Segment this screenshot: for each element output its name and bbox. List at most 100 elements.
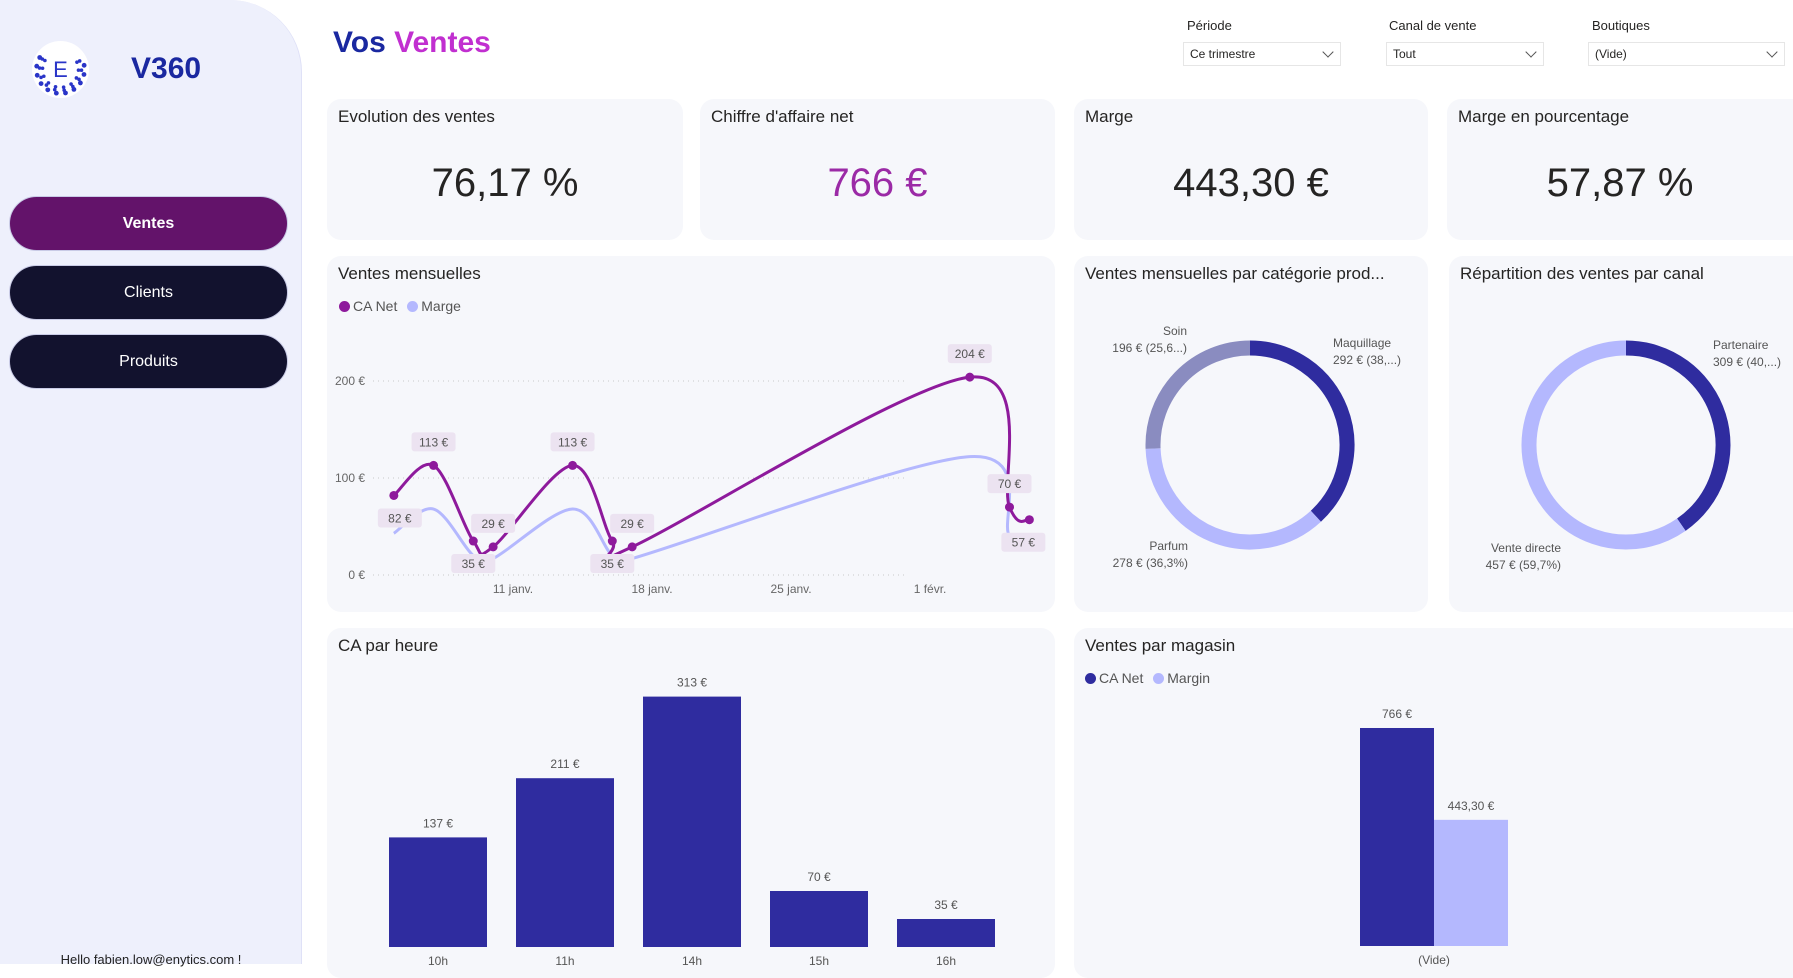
data-label-bg (471, 513, 516, 533)
logo-dot (46, 81, 51, 85)
dropdown-value: Tout (1393, 47, 1416, 61)
logo-dots-icon: E (34, 55, 87, 96)
chart-title: Ventes mensuelles (338, 264, 481, 283)
nav-produits[interactable]: Produits (9, 334, 288, 389)
data-point (568, 460, 578, 470)
data-label-bg (377, 508, 422, 528)
data-point (965, 372, 975, 382)
data-label: 313 € (677, 676, 707, 690)
filter-label-boutiques: Boutiques (1592, 18, 1650, 33)
x-tick-label: 15h (809, 954, 829, 968)
logo-dot (79, 68, 84, 73)
ventes-mensuelles-card: Ventes mensuelles CA Net Marge 0 € 100 € 2… (327, 256, 1055, 612)
x-tick-label: (Vide) (1418, 953, 1450, 967)
y-tick-label: 200 € (335, 374, 365, 388)
data-label: 29 € (620, 517, 644, 531)
logo-dot (81, 62, 87, 68)
logo-dot (40, 66, 45, 71)
donut-chart: Partenaire 309 € (40,...) Vente directe 457… (1486, 338, 1781, 572)
slice-name: Maquillage (1333, 336, 1391, 350)
data-label: 443,30 € (1448, 799, 1495, 813)
logo-dot (43, 58, 47, 63)
categorie-card: Ventes mensuelles par catégorie prod... … (1074, 256, 1428, 612)
data-label-bg (1001, 532, 1046, 552)
logo-dot (53, 85, 58, 89)
data-point (607, 536, 617, 546)
line-chart: 0 € 100 € 200 € 11 janv. 18 janv. 25 janv. 1 f… (335, 344, 1046, 596)
ca-heure-card: CA par heure 137 € 10h 211 € 11h 313 € 14h 70 … (327, 628, 1055, 978)
sidebar: E V360 Ventes Clients Produits Hello fab… (0, 0, 302, 967)
data-point (627, 542, 637, 552)
logo: E (32, 41, 89, 98)
data-point (1024, 515, 1034, 525)
data-label: 204 € (955, 347, 985, 361)
data-label: 35 € (601, 557, 625, 571)
data-point (1005, 502, 1014, 512)
y-tick-label: 0 € (348, 568, 365, 582)
slice-value: 196 € (25,6...) (1112, 341, 1187, 355)
grouped-bar-chart: 766 € 443,30 € (Vide) (1360, 707, 1508, 967)
data-label-bg (451, 554, 496, 574)
logo-dot (75, 60, 79, 64)
data-label: 211 € (550, 757, 579, 771)
kpi-ca-net: Chiffre d'affaire net 766 € (700, 99, 1055, 240)
data-point (488, 542, 498, 552)
title-part: Vos (333, 26, 386, 59)
boutiques-dropdown[interactable]: (Vide) (1588, 42, 1785, 66)
logo-dot (81, 72, 87, 77)
legend-dot (407, 300, 419, 312)
data-label: 70 € (998, 477, 1022, 491)
chart-title: Répartition des ventes par canal (1460, 264, 1704, 283)
data-label: 113 € (558, 435, 587, 449)
data-label: 35 € (462, 557, 486, 571)
bar-chart: 137 € 10h 211 € 11h 313 € 14h 70 € 15h 35 € 16h (389, 676, 995, 968)
logo-dot (39, 75, 43, 80)
kpi-title: Chiffre d'affaire net (711, 107, 854, 126)
bar-ca-net (1360, 727, 1434, 946)
slice-value: 292 € (38,...) (1333, 353, 1401, 367)
legend-label: CA Net (353, 298, 398, 314)
legend: CA Net Marge (339, 298, 461, 314)
slice-name: Vente directe (1491, 541, 1561, 555)
logo-dot (61, 85, 66, 90)
x-tick-label: 25 janv. (770, 582, 811, 596)
data-label: 29 € (481, 517, 505, 531)
logo-dot (69, 82, 73, 86)
data-label: 35 € (934, 898, 958, 912)
legend-dot (339, 300, 350, 312)
bar-margin (1434, 819, 1508, 946)
data-point (468, 536, 478, 546)
chart-title: Ventes par magasin (1085, 636, 1236, 655)
logo-dot (62, 88, 66, 92)
x-tick-label: 11h (555, 954, 574, 968)
periode-dropdown[interactable]: Ce trimestre (1183, 42, 1341, 66)
donut-slice-partenaire (1625, 340, 1731, 531)
data-label: 70 € (807, 870, 831, 884)
x-tick-label: 10h (428, 954, 448, 968)
data-label-bg (610, 513, 655, 533)
data-point (429, 460, 439, 470)
chevron-down-icon (1766, 46, 1778, 58)
data-label-bg (590, 554, 635, 574)
data-point (389, 490, 399, 500)
x-tick-label: 1 févr. (914, 582, 947, 596)
kpi-title: Evolution des ventes (338, 107, 495, 126)
x-tick-label: 18 janv. (631, 582, 672, 596)
chart-title: Ventes mensuelles par catégorie prod... (1085, 264, 1385, 283)
bar (643, 696, 741, 947)
slice-name: Soin (1163, 324, 1187, 338)
title-accent: Ventes (394, 26, 491, 59)
nav-ventes[interactable]: Ventes (9, 196, 288, 251)
nav-clients[interactable]: Clients (9, 265, 288, 320)
kpi-value: 76,17 % (431, 161, 579, 205)
logo-dot (37, 66, 42, 70)
legend-dot (1153, 672, 1165, 684)
bar (770, 891, 868, 947)
filter-label-periode: Période (1187, 18, 1232, 33)
data-label: 113 € (419, 435, 448, 449)
canal-dropdown[interactable]: Tout (1386, 42, 1544, 66)
kpi-evolution: Evolution des ventes 76,17 % (327, 99, 683, 240)
logo-dot (74, 76, 79, 80)
legend-label: Margin (1167, 670, 1211, 686)
logo-dot (52, 87, 57, 92)
